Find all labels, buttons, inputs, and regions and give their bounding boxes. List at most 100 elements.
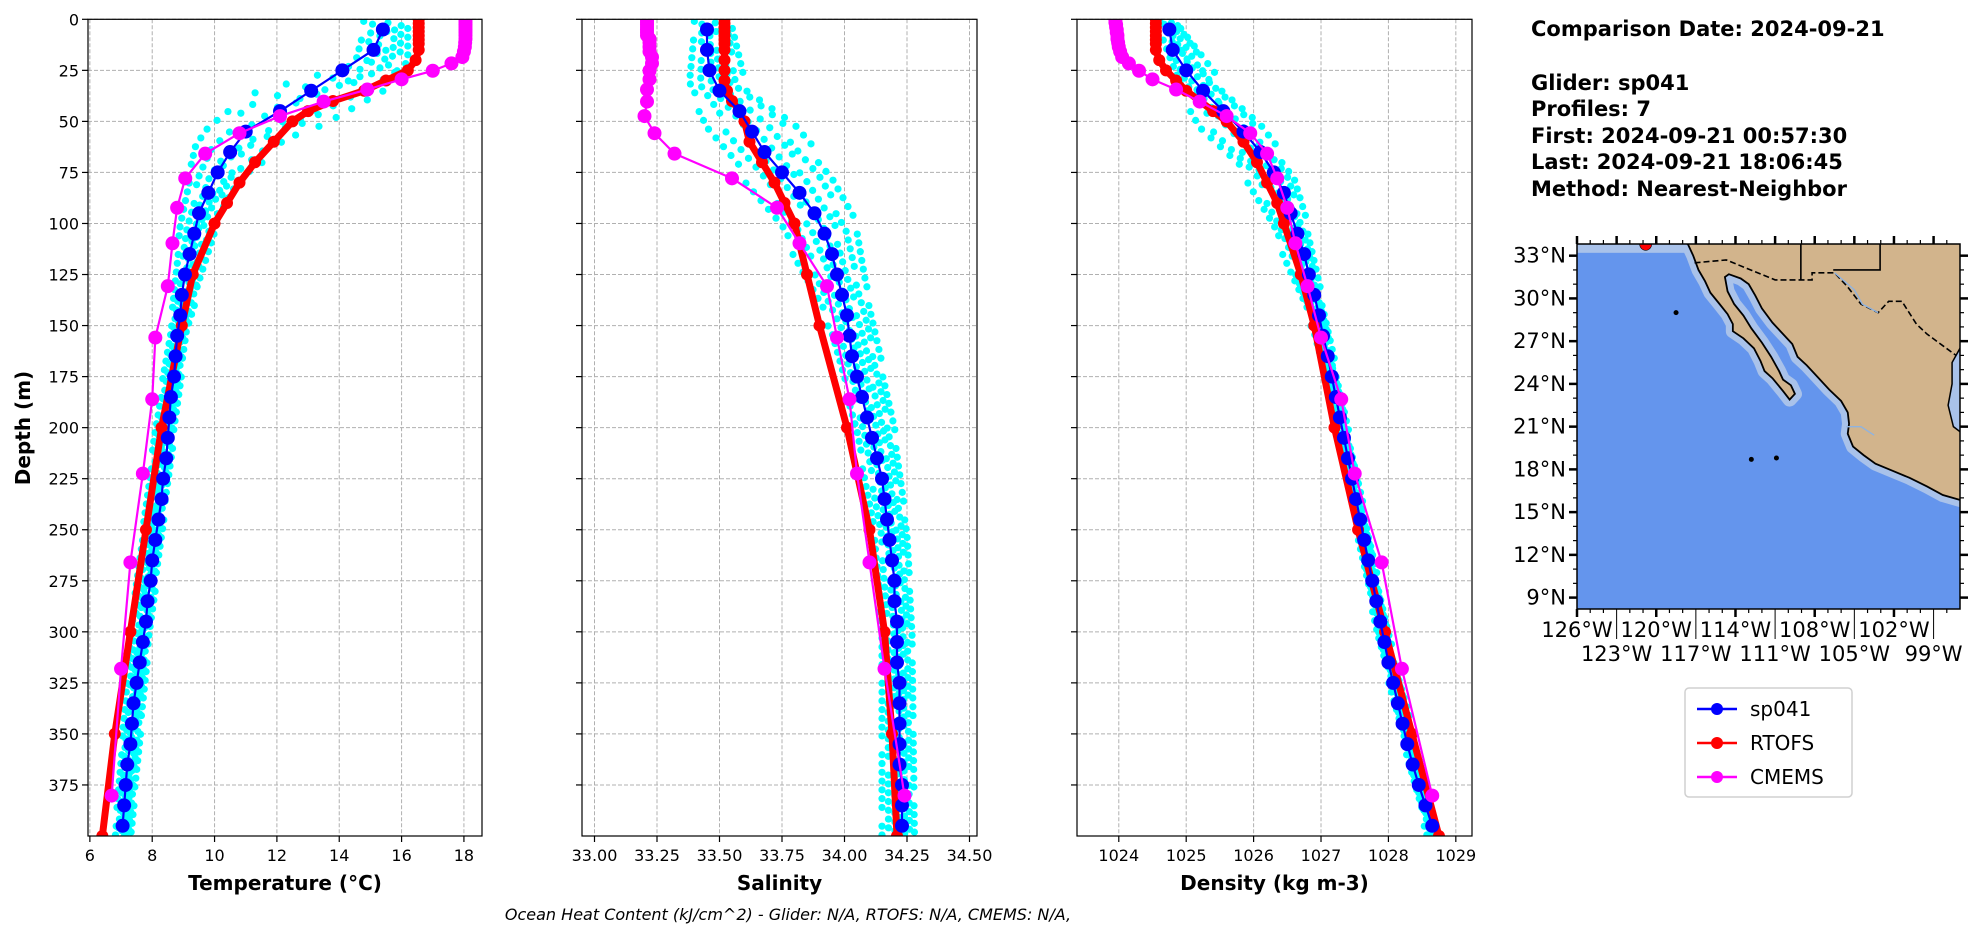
glider-profile-point <box>872 503 880 511</box>
glider-profile-point <box>775 153 783 161</box>
glider-profile-point <box>850 293 858 301</box>
glider-profile-point <box>384 61 393 69</box>
glider-profile-point <box>404 51 412 59</box>
lon-tick-label: 126°W <box>1541 618 1613 642</box>
rtofs-point <box>788 217 801 230</box>
glider-profile-point <box>878 768 886 776</box>
cmems-point <box>455 50 470 65</box>
glider-profile-point <box>746 93 754 101</box>
glider-profile-point <box>1279 250 1287 259</box>
glider-profile-point <box>864 491 872 499</box>
glider-profile-point <box>689 36 698 44</box>
x-axis-label: Temperature (°C) <box>188 871 382 895</box>
glider-profile-point <box>192 181 201 189</box>
glider-profile-point <box>908 631 916 639</box>
glider-profile-point <box>273 92 282 100</box>
x-tick-label: 34.50 <box>947 846 993 865</box>
glider-profile-point <box>803 220 811 228</box>
glider-profile-point <box>901 516 909 524</box>
glider-profile-point <box>880 574 888 582</box>
legend-marker-cmems <box>1711 771 1723 783</box>
glider-point <box>187 226 202 241</box>
rtofs-point <box>286 115 299 128</box>
y-axis-label: Depth (m) <box>11 371 35 485</box>
glider-profile-point <box>356 73 364 81</box>
glider-point <box>877 492 892 507</box>
glider-profile-point <box>834 185 842 193</box>
cmems-point <box>792 236 807 251</box>
glider-profile-point <box>686 80 694 88</box>
glider-profile-point <box>1316 283 1324 291</box>
glider-profile-point <box>822 167 830 176</box>
rtofs-point <box>726 94 738 107</box>
glider-profile-point <box>889 417 897 425</box>
glider-profile-point <box>792 122 800 130</box>
panel-density: 1024 1025 1026 1027 1028 1029 Density (kg m-3) <box>1071 18 1476 895</box>
glider-profile-point <box>734 160 743 168</box>
glider-profile-point <box>1271 140 1279 148</box>
glider-profile-point <box>857 446 865 454</box>
glider-profile-point <box>909 703 917 711</box>
glider-profile-point <box>820 204 828 212</box>
y-tick-label: 100 <box>48 214 79 233</box>
glider-profile-point <box>781 141 789 149</box>
glider-profile-point <box>1306 239 1314 247</box>
glider-profile-point <box>884 815 893 823</box>
glider-profile-point <box>879 565 887 574</box>
glider-profile-point <box>796 169 804 177</box>
cmems-point <box>647 126 662 141</box>
glider-profile-point <box>863 376 871 384</box>
glider-profile-point <box>862 482 870 491</box>
x-tick-label: 34.00 <box>822 846 868 865</box>
glider-profile-point <box>881 592 889 600</box>
glider-profile-point <box>873 337 881 345</box>
glider-profile-point <box>879 427 888 435</box>
glider-profile-point <box>1221 93 1229 101</box>
cmems-point <box>148 330 163 345</box>
legend-item-cmems: CMEMS <box>1697 765 1824 789</box>
cmems-point <box>1132 63 1147 78</box>
glider-profile-point <box>1245 163 1253 171</box>
rtofs-point <box>108 727 121 740</box>
cmems-line <box>1114 20 1434 796</box>
glider-profile-point <box>237 109 245 117</box>
glider-profile-point <box>809 164 817 173</box>
cmems-point <box>165 236 180 251</box>
glider-profile-point <box>1268 208 1276 216</box>
glider-profile-point <box>871 392 879 400</box>
glider-point <box>1369 594 1384 609</box>
rtofs-point <box>208 217 221 230</box>
glider-profile-point <box>197 134 205 142</box>
cmems-point <box>1260 146 1275 161</box>
glider-profile-point <box>282 80 290 88</box>
glider-profile-point <box>218 191 226 199</box>
glider-profile-point <box>737 145 745 154</box>
glider-profile-point <box>784 232 792 240</box>
glider-profile-point <box>909 748 918 756</box>
glider-profile-point <box>819 303 827 311</box>
x-tick-label: 1029 <box>1435 846 1476 865</box>
glider-profile-point <box>1275 232 1283 240</box>
glider-point <box>1162 22 1177 37</box>
glider-profile-point <box>1236 154 1244 162</box>
cmems-point <box>842 392 857 407</box>
glider-profile-point <box>1283 259 1291 267</box>
glider-point <box>120 757 135 772</box>
glider-profile-point <box>314 111 322 119</box>
glider-profile-point <box>743 87 751 95</box>
glider-profile-point <box>811 271 819 279</box>
glider-profile-point <box>884 771 892 779</box>
glider-profile-point <box>768 105 776 113</box>
glider-point <box>700 42 714 57</box>
glider-point <box>124 716 139 731</box>
cmems-point <box>640 82 654 97</box>
glider-profile-point <box>867 364 875 373</box>
river <box>1846 425 1875 436</box>
glider-profile-point <box>910 765 918 774</box>
glider-profile-point <box>891 426 899 434</box>
glider-profile-point <box>872 421 880 429</box>
glider-profile-point <box>878 786 886 794</box>
glider-profile-point <box>855 290 863 298</box>
glider-profile-point <box>170 426 178 434</box>
glider-profile-point <box>710 100 718 109</box>
